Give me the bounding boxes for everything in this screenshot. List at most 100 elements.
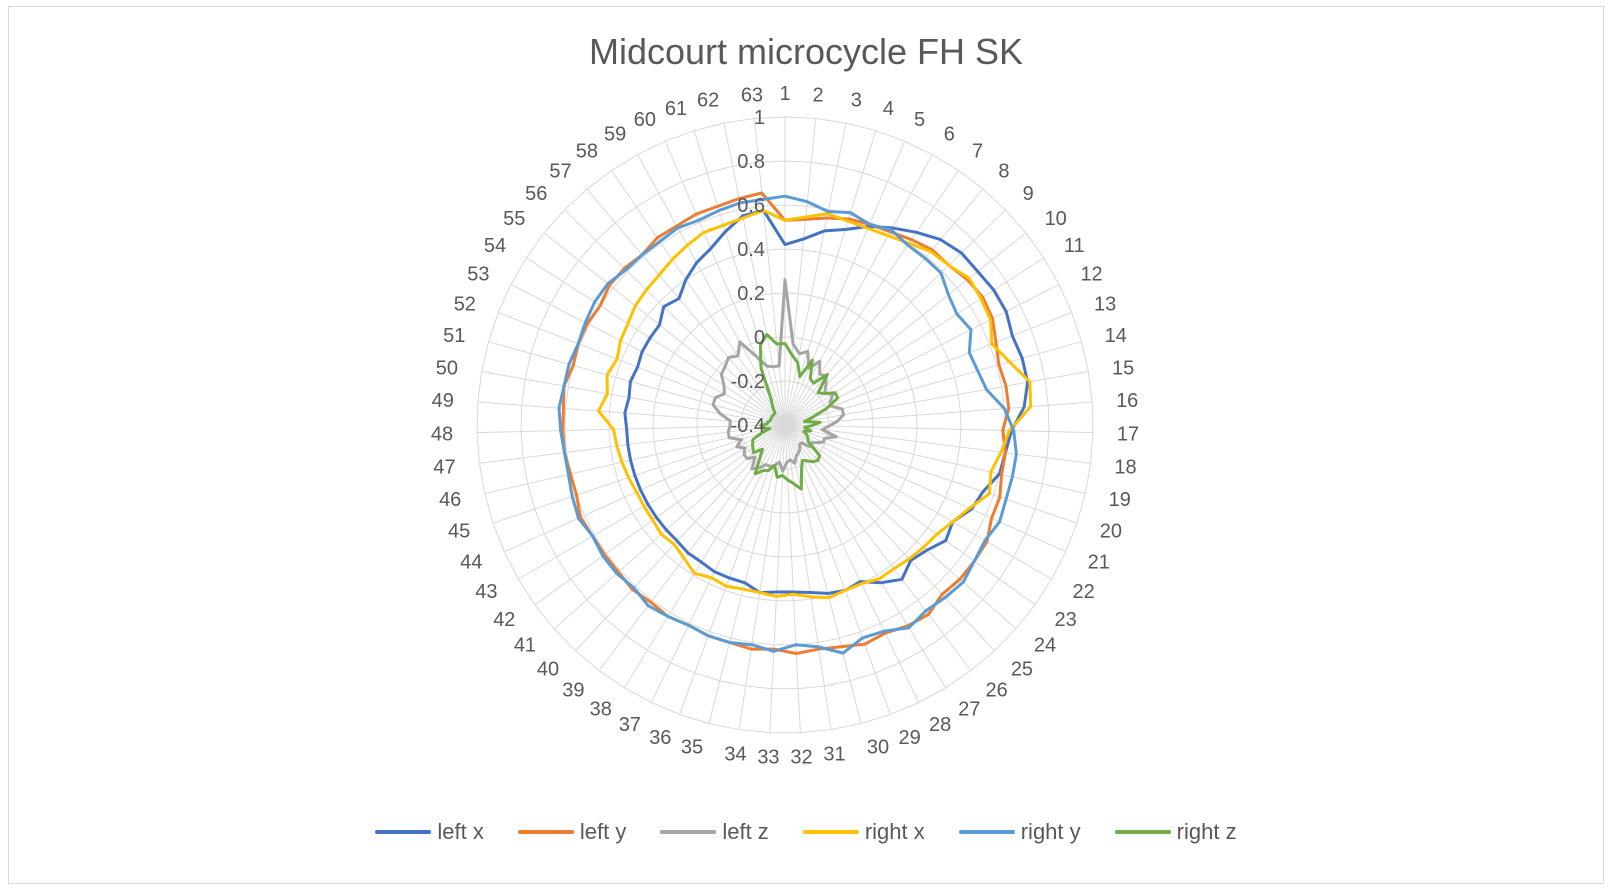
category-label: 54 <box>484 235 506 257</box>
grid-spoke <box>784 140 906 426</box>
grid-spoke <box>564 209 786 426</box>
category-label: 34 <box>724 743 746 765</box>
category-label: 12 <box>1080 264 1102 286</box>
grid-spoke <box>543 232 786 426</box>
grid-spoke <box>784 424 995 652</box>
category-label: 35 <box>681 737 703 759</box>
chart-title: Midcourt microcycle FH SK <box>588 31 1024 72</box>
grid-spoke <box>611 170 786 426</box>
category-label: 58 <box>576 141 598 163</box>
category-label: 18 <box>1114 456 1136 478</box>
legend-label: left x <box>437 819 484 844</box>
series-line-right-z <box>751 332 840 491</box>
category-label: 33 <box>757 747 779 769</box>
grid-spoke <box>784 424 1066 553</box>
grid-spoke <box>679 424 786 715</box>
grid-spoke <box>586 188 786 426</box>
category-label: 30 <box>867 737 889 759</box>
category-label: 55 <box>503 208 525 230</box>
grid-ring <box>520 160 1050 690</box>
radar-grid <box>476 116 1094 734</box>
grid-spoke <box>784 123 847 426</box>
grid-spoke <box>637 154 786 426</box>
grid-spoke <box>484 424 786 495</box>
category-label: 40 <box>537 658 559 680</box>
series-line-right-x <box>597 208 1033 600</box>
legend-swatch <box>375 830 432 834</box>
grid-ring <box>696 336 874 514</box>
legend-swatch <box>958 830 1015 834</box>
category-label: 32 <box>790 747 812 769</box>
grid-spoke <box>693 130 786 426</box>
category-labels: 1 2 3 4567891011121314151617181920212223242… <box>431 83 1139 769</box>
legend-item: right x <box>802 819 925 845</box>
category-label: 46 <box>439 489 461 511</box>
grid-spoke <box>598 424 786 671</box>
category-label: 41 <box>514 635 536 657</box>
category-label: 43 <box>475 581 497 603</box>
grid-spoke <box>525 257 786 426</box>
legend-swatch <box>802 830 859 834</box>
category-label: 21 <box>1088 552 1110 574</box>
grid-spoke <box>784 424 920 703</box>
grid-spoke <box>477 401 786 426</box>
radial-tick-label: 0.2 <box>737 283 765 305</box>
category-label: 2 <box>812 85 823 107</box>
grid-spoke <box>510 284 786 426</box>
category-label: 25 <box>1011 658 1033 680</box>
category-label: 5 <box>914 109 925 131</box>
legend-label: right x <box>864 819 925 844</box>
category-label: 44 <box>460 552 482 574</box>
grid-spoke <box>784 424 1052 580</box>
series-line-left-y <box>561 191 1011 656</box>
radial-tick-labels: -0.4 -0.2 0 0.2 0.4 0.6 0.8 1 <box>731 107 765 437</box>
grid-spoke <box>481 371 786 426</box>
category-label: 62 <box>697 90 719 112</box>
legend-swatch <box>517 830 574 834</box>
radial-tick-label: -0.2 <box>731 371 765 393</box>
legend-label: left y <box>579 819 627 844</box>
grid-ring <box>476 116 1094 734</box>
category-label: 36 <box>649 727 671 749</box>
category-label: 20 <box>1100 521 1122 543</box>
category-label: 15 <box>1112 357 1134 379</box>
legend-item: left z <box>660 819 769 845</box>
category-label: 31 <box>823 743 845 765</box>
category-label: 63 <box>741 85 763 107</box>
legend-swatch <box>660 830 717 834</box>
radial-tick-label: -0.4 <box>731 415 765 437</box>
radar-series <box>557 191 1033 656</box>
category-label: 19 <box>1109 489 1131 511</box>
series-line-right-y <box>557 194 1018 655</box>
grid-spoke <box>784 424 947 689</box>
category-label: 56 <box>525 183 547 205</box>
grid-spoke <box>784 424 832 730</box>
category-label: 11 <box>1064 235 1085 257</box>
category-label: 61 <box>665 98 687 120</box>
grid-spoke <box>784 424 1093 434</box>
grid-spoke <box>553 424 786 630</box>
series-line-left-x <box>623 208 1030 595</box>
grid-spoke <box>784 257 1045 426</box>
grid-ring <box>652 292 918 558</box>
grid-spoke <box>784 118 817 426</box>
grid-ring <box>608 248 962 602</box>
grid-spoke <box>504 424 786 553</box>
grid-spoke <box>784 424 1017 630</box>
chart-area: Midcourt microcycle FH SK -0.4 -0.2 0 0.2 0.… <box>8 6 1604 884</box>
legend-item: right z <box>1114 819 1237 845</box>
grid-spoke <box>784 424 801 733</box>
radial-tick-label: 0.4 <box>737 239 765 261</box>
category-label: 7 <box>972 141 983 163</box>
category-label: 8 <box>998 161 1009 183</box>
category-label: 52 <box>454 294 476 316</box>
category-label: 1 <box>779 83 790 105</box>
category-label: 16 <box>1116 390 1138 412</box>
category-label: 13 <box>1094 294 1116 316</box>
grid-spoke <box>784 424 1086 495</box>
grid-spoke <box>518 424 786 580</box>
series-line-left-z <box>711 278 845 473</box>
radial-tick-label: 0.6 <box>737 195 765 217</box>
grid-spoke <box>784 424 862 724</box>
grid-spoke <box>498 312 786 426</box>
